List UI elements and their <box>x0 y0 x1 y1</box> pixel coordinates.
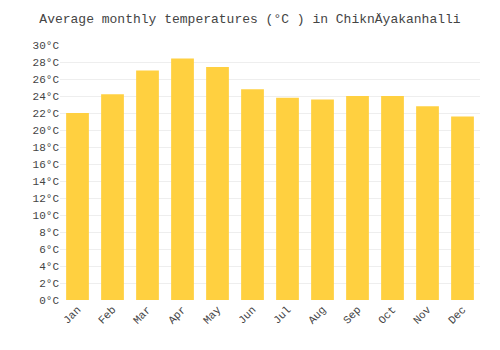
svg-text:May: May <box>201 304 224 327</box>
svg-text:10°C: 10°C <box>33 210 60 222</box>
svg-text:Average monthly temperatures (: Average monthly temperatures (°C ) in Ch… <box>39 12 460 27</box>
svg-text:14°C: 14°C <box>33 176 60 188</box>
svg-text:Mar: Mar <box>131 304 153 326</box>
svg-text:Apr: Apr <box>166 304 188 326</box>
svg-text:Oct: Oct <box>376 304 398 326</box>
svg-text:24°C: 24°C <box>33 91 60 103</box>
svg-text:Sep: Sep <box>341 304 363 326</box>
svg-text:4°C: 4°C <box>39 261 59 273</box>
svg-text:Jan: Jan <box>61 304 83 326</box>
svg-text:18°C: 18°C <box>33 142 60 154</box>
svg-text:Dec: Dec <box>446 304 468 326</box>
svg-text:0°C: 0°C <box>39 295 59 307</box>
svg-text:12°C: 12°C <box>33 193 60 205</box>
svg-text:2°C: 2°C <box>39 278 59 290</box>
svg-text:8°C: 8°C <box>39 227 59 239</box>
svg-text:Jun: Jun <box>236 304 258 326</box>
svg-text:22°C: 22°C <box>33 108 60 120</box>
svg-text:28°C: 28°C <box>33 57 60 69</box>
svg-text:Feb: Feb <box>96 304 118 326</box>
svg-text:26°C: 26°C <box>33 74 60 86</box>
svg-text:6°C: 6°C <box>39 244 59 256</box>
svg-text:Nov: Nov <box>411 304 434 327</box>
svg-text:20°C: 20°C <box>33 125 60 137</box>
svg-text:30°C: 30°C <box>33 40 60 52</box>
svg-text:Jul: Jul <box>271 304 293 326</box>
svg-text:16°C: 16°C <box>33 159 60 171</box>
svg-text:Aug: Aug <box>306 304 328 326</box>
